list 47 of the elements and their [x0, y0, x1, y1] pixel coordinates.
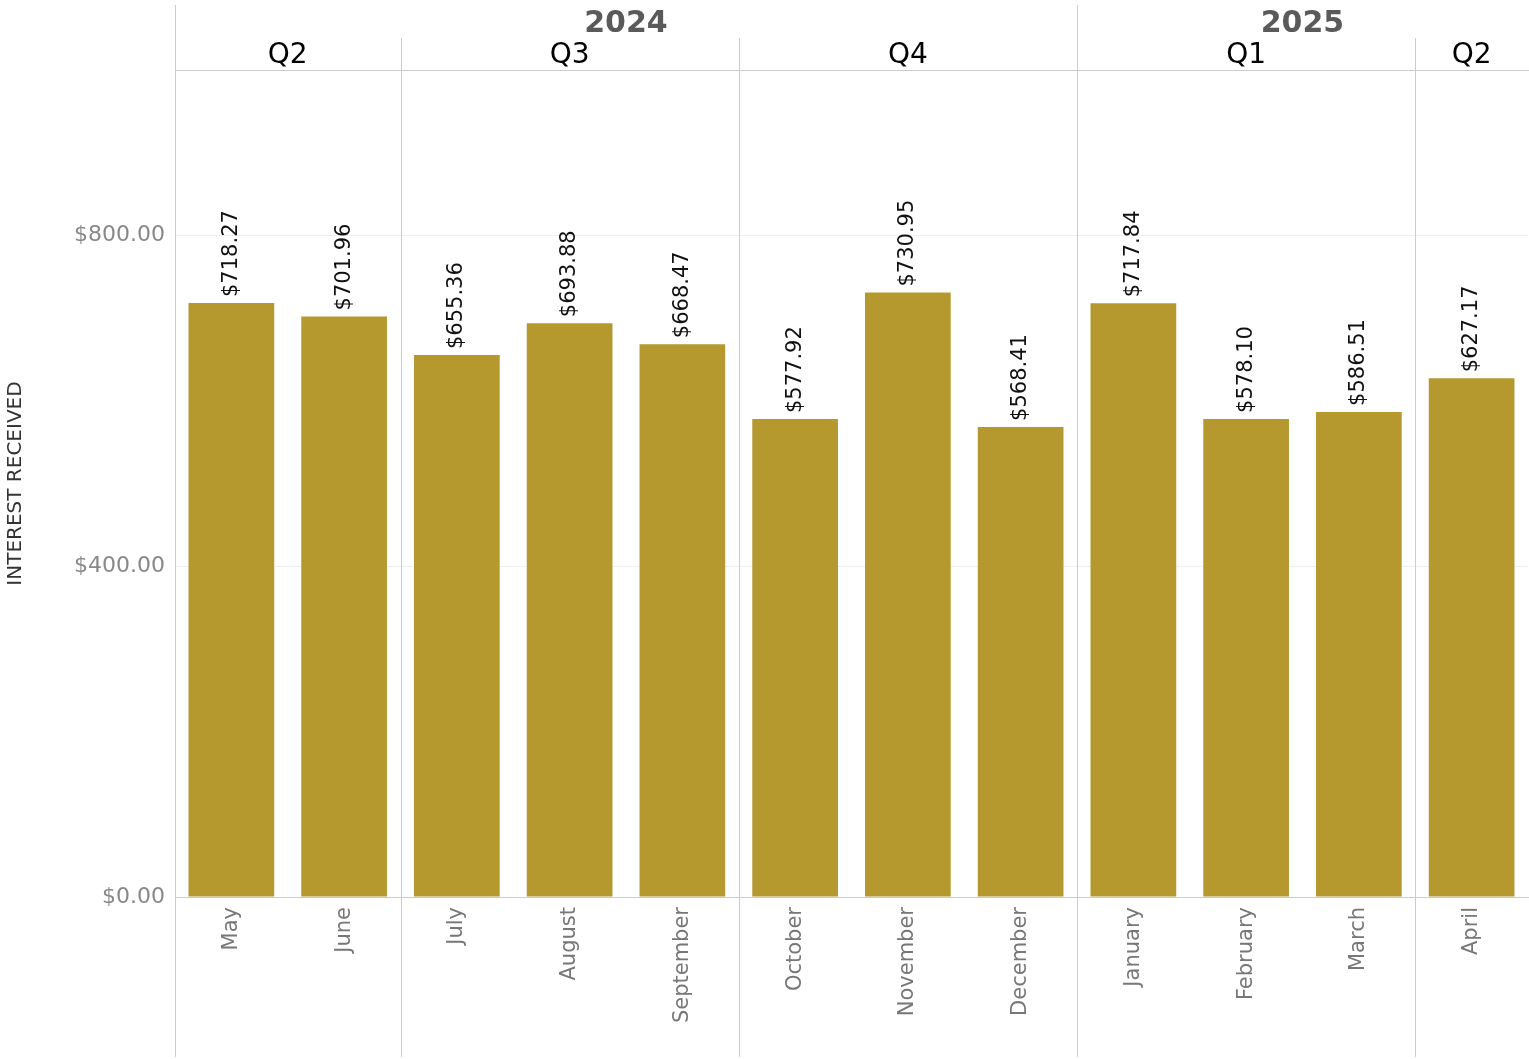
- bar: [752, 419, 838, 897]
- x-tick-label: May: [217, 907, 242, 951]
- bar: [1090, 303, 1177, 897]
- x-tick-label: January: [1119, 907, 1144, 989]
- x-tick-label: April: [1458, 907, 1483, 955]
- x-tick-label: September: [668, 906, 693, 1024]
- y-tick-label: $800.00: [74, 221, 165, 247]
- data-label: $586.51: [1345, 319, 1370, 406]
- y-tick-label: $0.00: [102, 882, 165, 908]
- bar: [526, 323, 613, 897]
- data-label: $718.27: [217, 210, 242, 297]
- data-label: $701.96: [330, 223, 355, 311]
- annotation: Q4: [887, 37, 928, 71]
- data-label: $578.10: [1232, 326, 1257, 413]
- data-label: $730.95: [894, 199, 919, 287]
- x-tick-label: July: [443, 907, 468, 947]
- text: 2025: [1260, 3, 1345, 39]
- y-tick-label: $400.00: [74, 551, 165, 577]
- data-label: $693.88: [556, 230, 581, 318]
- data-label: $668.47: [668, 251, 693, 339]
- x-tick-label: February: [1232, 907, 1257, 1001]
- annotation: Q2: [267, 37, 308, 71]
- x-tick-label: December: [1007, 906, 1032, 1016]
- text: 2024: [584, 3, 668, 39]
- bar: [977, 426, 1064, 897]
- bar: [865, 292, 951, 897]
- data-label: $577.92: [781, 326, 806, 414]
- bar: [301, 316, 387, 897]
- bar: [188, 302, 275, 897]
- x-tick-label: October: [781, 906, 806, 992]
- annotation: Q2: [1451, 37, 1492, 71]
- x-tick-label: March: [1345, 907, 1370, 972]
- data-label: $568.41: [1007, 334, 1032, 421]
- data-label: $655.36: [443, 262, 468, 350]
- x-tick-label: August: [556, 907, 581, 981]
- data-label: $627.17: [1458, 285, 1483, 373]
- bar: [639, 344, 726, 897]
- x-tick-label: November: [894, 906, 919, 1017]
- annotation: Q1: [1226, 37, 1267, 71]
- bar: [1316, 411, 1402, 897]
- y-axis-title: INTEREST RECEIVED: [2, 381, 27, 586]
- data-label: $717.84: [1119, 210, 1144, 298]
- bar: [414, 355, 500, 897]
- bar: [1428, 378, 1515, 897]
- x-tick-label: June: [330, 907, 355, 955]
- annotation: Q3: [549, 37, 590, 71]
- bar: [1203, 418, 1289, 897]
